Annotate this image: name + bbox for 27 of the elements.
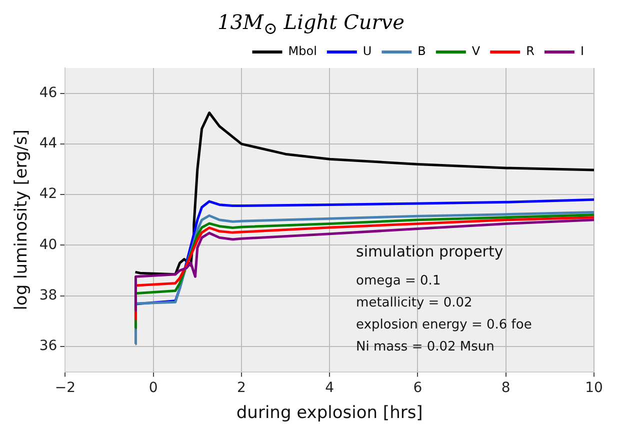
legend-label: V bbox=[472, 44, 481, 58]
annotation: omega = 0.1 bbox=[356, 273, 441, 288]
annotation: Ni mass = 0.02 Msun bbox=[356, 339, 494, 354]
y-tick-label: 36 bbox=[39, 338, 58, 354]
annotation: metallicity = 0.02 bbox=[356, 295, 472, 310]
y-tick-label: 40 bbox=[39, 236, 58, 253]
annotation: explosion energy = 0.6 foe bbox=[356, 317, 532, 332]
y-axis-title: log luminosity [erg/s] bbox=[12, 130, 32, 310]
x-tick-label: 8 bbox=[501, 380, 510, 396]
x-axis-title: during explosion [hrs] bbox=[236, 403, 423, 424]
x-tick-label: 10 bbox=[585, 380, 603, 396]
x-tick-label: 4 bbox=[325, 380, 334, 396]
x-tick-label: 0 bbox=[148, 380, 158, 396]
legend-label: Mbol bbox=[288, 44, 317, 58]
x-tick-label: 6 bbox=[413, 380, 422, 396]
legend-label: B bbox=[418, 44, 426, 58]
y-tick-label: 46 bbox=[39, 84, 58, 101]
annotation: simulation property bbox=[356, 242, 504, 260]
legend-label: I bbox=[580, 44, 584, 58]
y-tick-label: 44 bbox=[39, 136, 58, 152]
legend-label: U bbox=[362, 44, 372, 58]
x-tick-label: 2 bbox=[237, 380, 246, 396]
y-tick-label: 42 bbox=[39, 186, 58, 202]
chart-title: 13M$_{⊙}$ Light Curve bbox=[216, 9, 406, 38]
legend-label: R bbox=[526, 44, 534, 58]
x-tick-label: −2 bbox=[54, 380, 76, 396]
y-tick-label: 38 bbox=[39, 287, 58, 304]
